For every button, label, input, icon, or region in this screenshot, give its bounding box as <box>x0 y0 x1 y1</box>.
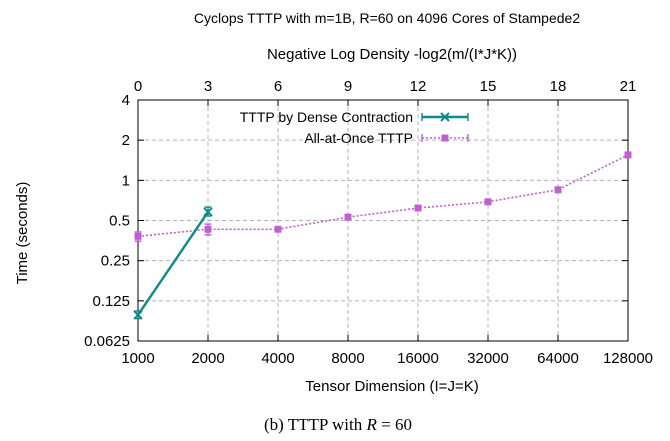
y-tick-label: 0.5 <box>109 213 130 230</box>
legend-label: TTTP by Dense Contraction <box>240 109 413 125</box>
legend-item: All-at-Once TTTP <box>304 130 469 146</box>
data-point <box>344 213 352 221</box>
y-tick-label: 2 <box>122 132 130 149</box>
legend-item: TTTP by Dense Contraction <box>240 109 469 125</box>
series-layer <box>133 151 632 320</box>
top-tick-label: 6 <box>274 78 282 95</box>
top-tick-label: 12 <box>410 78 427 95</box>
x-tick-label: 16000 <box>397 350 439 367</box>
data-point <box>554 186 562 194</box>
top-axis-label: Negative Log Density -log2(m/(I*J*K)) <box>267 46 517 63</box>
caption-variable: R <box>365 415 377 434</box>
x-tick-label: 32000 <box>467 350 509 367</box>
y-tick-label: 0.25 <box>101 253 130 270</box>
data-point <box>203 207 213 217</box>
x-tick-label: 128000 <box>603 350 653 367</box>
top-tick-label: 21 <box>620 78 637 95</box>
legend-label: All-at-Once TTTP <box>304 130 413 146</box>
y-tick-label: 4 <box>122 92 130 109</box>
y-axis-label: Time (seconds) <box>14 182 31 285</box>
y-tick-label: 0.125 <box>92 293 130 310</box>
top-tick-label: 15 <box>480 78 497 95</box>
chart-title: Cyclops TTTP with m=1B, R=60 on 4096 Cor… <box>194 10 580 26</box>
data-point <box>624 151 632 159</box>
x-tick-label: 64000 <box>537 350 579 367</box>
top-tick-label: 3 <box>204 78 212 95</box>
caption-suffix: = 60 <box>377 415 412 434</box>
x-tick-label: 2000 <box>191 350 224 367</box>
top-tick-label: 9 <box>344 78 352 95</box>
top-tick-label: 0 <box>134 78 142 95</box>
data-point <box>441 134 449 142</box>
data-point <box>133 310 143 320</box>
x-axis-label: Tensor Dimension (I=J=K) <box>305 378 478 395</box>
tick-labels: 1000020003400068000916000123200015640001… <box>84 78 653 367</box>
data-point <box>414 204 422 212</box>
series-all-at-once-tttp <box>134 151 632 242</box>
series-line <box>137 211 209 316</box>
plot-frame <box>137 99 629 342</box>
x-tick-label: 8000 <box>331 350 364 367</box>
caption-prefix: (b) TTTP with <box>264 415 366 434</box>
y-tick-label: 0.0625 <box>84 333 130 350</box>
data-point <box>484 198 492 206</box>
axes <box>137 99 629 342</box>
top-tick-label: 18 <box>550 78 567 95</box>
x-tick-label: 4000 <box>261 350 294 367</box>
data-point <box>134 232 142 240</box>
data-point <box>440 112 450 122</box>
data-point <box>204 225 212 233</box>
data-point-stroke <box>133 310 143 320</box>
data-point <box>274 225 282 233</box>
caption: (b) TTTP with R = 60 <box>264 415 412 434</box>
legend: TTTP by Dense Contraction All-at-Once TTT… <box>240 109 469 146</box>
series-dense-contraction <box>133 206 213 320</box>
x-tick-label: 1000 <box>121 350 154 367</box>
data-point-stroke <box>440 112 450 122</box>
data-point-stroke <box>203 207 213 217</box>
y-tick-label: 1 <box>122 172 130 189</box>
